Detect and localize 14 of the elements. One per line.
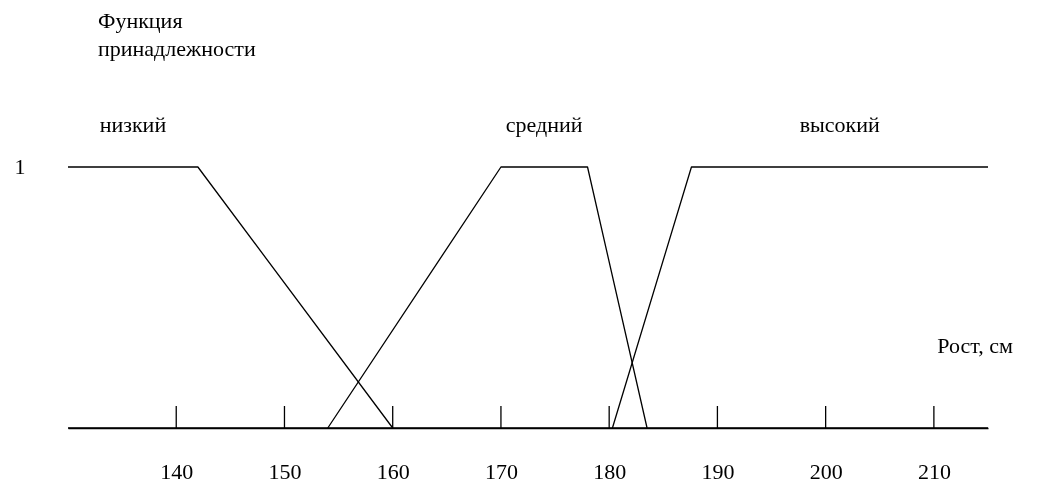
x-tick-label: 200 bbox=[809, 458, 843, 484]
x-tick-label: 170 bbox=[484, 458, 518, 484]
x-tick-label: 150 bbox=[268, 458, 302, 484]
series-label: средний bbox=[505, 112, 583, 137]
x-tick-label: 140 bbox=[160, 458, 194, 484]
y-axis-title: Функция принадлежности bbox=[98, 8, 256, 61]
x-tick-label: 190 bbox=[701, 458, 735, 484]
x-axis-title: Рост, см bbox=[937, 333, 1014, 358]
x-tick-label: 160 bbox=[376, 458, 410, 484]
series-label: высокий bbox=[799, 112, 881, 137]
x-tick-label: 210 bbox=[917, 458, 951, 484]
x-tick-label: 180 bbox=[593, 458, 627, 484]
text: 1 bbox=[14, 154, 26, 179]
series-label: низкий bbox=[99, 112, 167, 137]
